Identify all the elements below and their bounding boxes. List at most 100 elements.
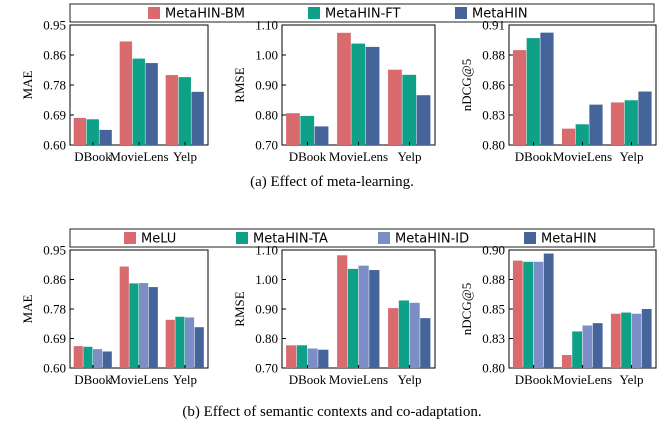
x-tick-label: MovieLens <box>329 372 388 387</box>
chart-panel: 1.10 1.00 0.90 0.80 0.70 RMSE DBook MovieLens Ye… <box>232 243 436 387</box>
y-tick-label: 0.80 <box>482 361 505 376</box>
y-tick-label: 0.95 <box>43 243 66 258</box>
y-tick-label: 1.10 <box>255 18 278 33</box>
bar <box>175 316 185 368</box>
bar <box>512 260 523 368</box>
x-tick-label: DBook <box>289 149 327 164</box>
bar <box>93 349 103 368</box>
y-tick-label: 0.78 <box>43 78 66 93</box>
x-tick-label: Yelp <box>173 149 197 164</box>
bar <box>286 113 300 145</box>
legend-label: MetaHIN-ID <box>395 232 469 247</box>
x-tick-label: MovieLens <box>553 372 612 387</box>
y-tick-label: 0.83 <box>482 331 505 346</box>
bar <box>592 323 603 368</box>
bar <box>561 355 572 368</box>
bar <box>631 313 642 368</box>
bar <box>621 312 631 368</box>
bar <box>638 91 652 145</box>
legend-label: MeLU <box>141 232 176 247</box>
x-tick-label: DBook <box>74 149 112 164</box>
bar <box>73 346 83 368</box>
legend-bottom: MeLU MetaHIN-TA MetaHIN-ID MetaHIN <box>69 228 655 248</box>
legend-swatch <box>455 7 467 19</box>
bar <box>369 270 380 368</box>
bar <box>86 119 99 145</box>
y-axis-label: MAE <box>20 70 35 99</box>
y-tick-label: 1.10 <box>255 243 278 258</box>
bar <box>102 351 112 368</box>
legend-swatch <box>308 7 320 19</box>
bar <box>337 255 348 368</box>
bar <box>420 318 431 368</box>
x-tick-label: MovieLens <box>109 372 168 387</box>
bar <box>610 313 621 368</box>
bar <box>286 345 297 368</box>
bar <box>533 261 544 368</box>
bar <box>641 309 652 368</box>
y-tick-label: 0.78 <box>43 302 66 317</box>
x-tick-label: Yelp <box>173 372 197 387</box>
bar <box>318 349 329 368</box>
y-tick-label: 0.88 <box>482 272 505 287</box>
bar <box>561 128 576 145</box>
legend-swatch <box>378 232 390 244</box>
legend-swatch <box>148 7 160 19</box>
legend-label: MetaHIN <box>541 232 597 247</box>
y-tick-label: 0.80 <box>255 108 278 123</box>
y-tick-label: 0.90 <box>255 78 278 93</box>
y-tick-label: 0.86 <box>43 48 66 63</box>
bar <box>398 300 409 368</box>
y-tick-label: 0.70 <box>255 138 278 153</box>
x-tick-label: Yelp <box>398 149 422 164</box>
legend-label: MetaHIN-BM <box>165 7 245 22</box>
y-tick-label: 0.83 <box>482 108 505 123</box>
y-tick-label: 0.60 <box>43 361 66 376</box>
bar <box>416 95 431 145</box>
bar <box>307 348 318 368</box>
bar <box>582 325 593 368</box>
bar <box>351 43 366 145</box>
legend-label: MetaHIN <box>472 7 528 22</box>
y-tick-label: 0.70 <box>255 361 278 376</box>
bar <box>512 50 527 145</box>
x-tick-label: DBook <box>289 372 327 387</box>
legend-frame-b <box>69 228 655 248</box>
bar <box>119 41 133 146</box>
y-axis-label: nDCG@5 <box>459 283 474 335</box>
caption-a: (a) Effect of meta-learning. <box>250 174 414 190</box>
y-tick-label: 0.80 <box>482 138 505 153</box>
x-tick-label: DBook <box>515 372 553 387</box>
bar <box>365 46 380 145</box>
x-tick-label: DBook <box>74 372 112 387</box>
bar <box>119 266 129 368</box>
legend-swatch <box>236 232 248 244</box>
bar <box>337 32 351 145</box>
bar <box>145 63 158 145</box>
y-tick-label: 0.86 <box>482 78 505 93</box>
y-axis-label: RMSE <box>232 67 247 102</box>
y-axis-label: nDCG@5 <box>459 59 474 111</box>
bar <box>132 58 145 145</box>
bar <box>610 102 625 145</box>
x-tick-label: Yelp <box>620 149 644 164</box>
bar <box>388 308 399 368</box>
bar <box>178 77 191 145</box>
legend-top: MetaHIN-BM MetaHIN-FT MetaHIN <box>69 3 655 23</box>
x-tick-label: Yelp <box>398 372 422 387</box>
bar <box>83 346 93 368</box>
legend-label: MetaHIN-TA <box>253 232 328 247</box>
bar <box>300 115 315 145</box>
bar <box>624 100 638 145</box>
chart-panel: 0.90 0.88 0.85 0.83 0.80 nDCG@5 DBook MovieLens… <box>459 243 657 387</box>
bar <box>139 283 149 368</box>
x-tick-label: MovieLens <box>109 149 168 164</box>
bar <box>543 253 554 368</box>
bar <box>185 317 195 368</box>
y-tick-label: 0.86 <box>43 272 66 287</box>
y-tick-label: 1.00 <box>255 272 278 287</box>
bar <box>191 91 204 145</box>
